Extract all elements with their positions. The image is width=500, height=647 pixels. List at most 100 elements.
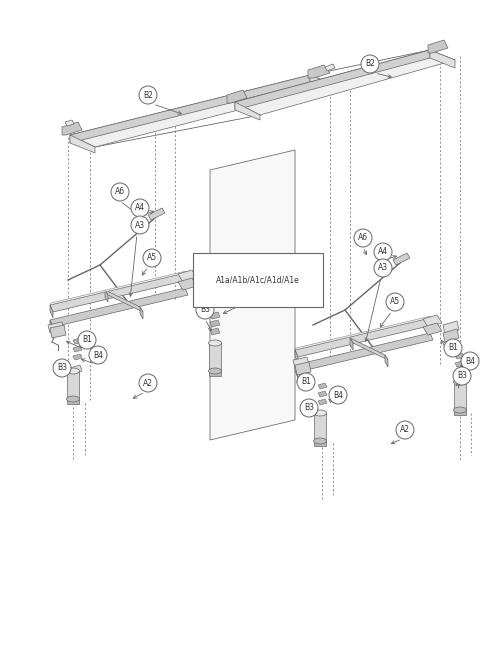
Polygon shape bbox=[70, 75, 335, 147]
Circle shape bbox=[196, 301, 214, 319]
Polygon shape bbox=[210, 312, 220, 319]
Polygon shape bbox=[210, 320, 220, 327]
Polygon shape bbox=[50, 273, 188, 312]
Bar bbox=[314, 413, 326, 441]
Polygon shape bbox=[393, 253, 410, 265]
Text: A6: A6 bbox=[115, 188, 125, 197]
Bar bbox=[67, 371, 79, 399]
Bar bbox=[314, 441, 326, 446]
Polygon shape bbox=[178, 278, 197, 290]
Polygon shape bbox=[443, 321, 459, 334]
Text: B1: B1 bbox=[301, 377, 311, 386]
Polygon shape bbox=[455, 353, 464, 359]
Text: B4: B4 bbox=[237, 292, 247, 302]
Text: B2: B2 bbox=[143, 91, 153, 100]
Polygon shape bbox=[455, 361, 464, 367]
Polygon shape bbox=[73, 338, 82, 344]
Ellipse shape bbox=[314, 438, 326, 444]
Text: A3: A3 bbox=[378, 263, 388, 272]
Circle shape bbox=[53, 359, 71, 377]
Polygon shape bbox=[70, 135, 95, 153]
Circle shape bbox=[297, 373, 315, 391]
Text: B1: B1 bbox=[448, 344, 458, 353]
Text: A4: A4 bbox=[135, 204, 145, 212]
Text: B4: B4 bbox=[333, 391, 343, 399]
Circle shape bbox=[396, 421, 414, 439]
Text: A1a/A1b/A1c/A1d/A1e: A1a/A1b/A1c/A1d/A1e bbox=[216, 276, 300, 285]
Bar bbox=[454, 410, 466, 415]
Text: A6: A6 bbox=[358, 234, 368, 243]
Polygon shape bbox=[73, 346, 82, 352]
Polygon shape bbox=[105, 290, 108, 302]
Polygon shape bbox=[423, 315, 442, 327]
Bar bbox=[67, 399, 79, 404]
Text: A3: A3 bbox=[135, 221, 145, 230]
Circle shape bbox=[233, 288, 251, 306]
Text: A4: A4 bbox=[378, 248, 388, 256]
Polygon shape bbox=[140, 307, 143, 319]
Polygon shape bbox=[430, 318, 433, 331]
Polygon shape bbox=[50, 288, 188, 327]
Bar bbox=[454, 382, 466, 410]
Circle shape bbox=[139, 374, 157, 392]
Polygon shape bbox=[455, 369, 464, 375]
Bar bbox=[209, 343, 221, 371]
Text: A2: A2 bbox=[143, 378, 153, 388]
Text: A2: A2 bbox=[400, 426, 410, 435]
Ellipse shape bbox=[314, 410, 326, 416]
Polygon shape bbox=[178, 270, 197, 282]
Polygon shape bbox=[295, 362, 311, 375]
Circle shape bbox=[89, 346, 107, 364]
Circle shape bbox=[374, 259, 392, 277]
Polygon shape bbox=[73, 354, 82, 360]
Polygon shape bbox=[50, 325, 66, 338]
Circle shape bbox=[354, 229, 372, 247]
Circle shape bbox=[78, 331, 96, 349]
Ellipse shape bbox=[208, 368, 222, 374]
Polygon shape bbox=[295, 350, 298, 363]
Polygon shape bbox=[385, 355, 388, 367]
Polygon shape bbox=[350, 338, 353, 350]
Polygon shape bbox=[310, 75, 335, 93]
Circle shape bbox=[224, 274, 242, 292]
Polygon shape bbox=[185, 273, 188, 286]
Polygon shape bbox=[235, 50, 430, 110]
Polygon shape bbox=[62, 122, 82, 135]
Polygon shape bbox=[198, 291, 215, 304]
Polygon shape bbox=[235, 102, 260, 120]
Polygon shape bbox=[227, 90, 247, 103]
Circle shape bbox=[361, 55, 379, 73]
Polygon shape bbox=[210, 328, 220, 335]
Circle shape bbox=[386, 293, 404, 311]
Polygon shape bbox=[308, 65, 330, 78]
Polygon shape bbox=[50, 305, 53, 318]
Ellipse shape bbox=[208, 340, 222, 346]
Text: B3: B3 bbox=[304, 404, 314, 413]
Polygon shape bbox=[318, 399, 327, 405]
Text: B2: B2 bbox=[365, 60, 375, 69]
Circle shape bbox=[300, 399, 318, 417]
Polygon shape bbox=[148, 208, 165, 220]
Polygon shape bbox=[295, 365, 298, 378]
Polygon shape bbox=[295, 318, 433, 357]
Polygon shape bbox=[235, 50, 455, 115]
Circle shape bbox=[453, 367, 471, 385]
Polygon shape bbox=[50, 320, 53, 333]
Polygon shape bbox=[325, 64, 335, 71]
Polygon shape bbox=[48, 322, 64, 333]
Polygon shape bbox=[105, 290, 143, 312]
Polygon shape bbox=[50, 271, 186, 305]
Polygon shape bbox=[443, 329, 459, 342]
Circle shape bbox=[444, 339, 462, 357]
Bar bbox=[209, 371, 221, 376]
Polygon shape bbox=[293, 357, 309, 368]
Polygon shape bbox=[202, 280, 223, 293]
Polygon shape bbox=[430, 50, 455, 68]
Circle shape bbox=[131, 199, 149, 217]
Text: B4: B4 bbox=[93, 351, 103, 360]
Circle shape bbox=[139, 86, 157, 104]
Polygon shape bbox=[295, 333, 433, 372]
Ellipse shape bbox=[66, 368, 80, 374]
Circle shape bbox=[143, 249, 161, 267]
Text: A5: A5 bbox=[390, 298, 400, 307]
